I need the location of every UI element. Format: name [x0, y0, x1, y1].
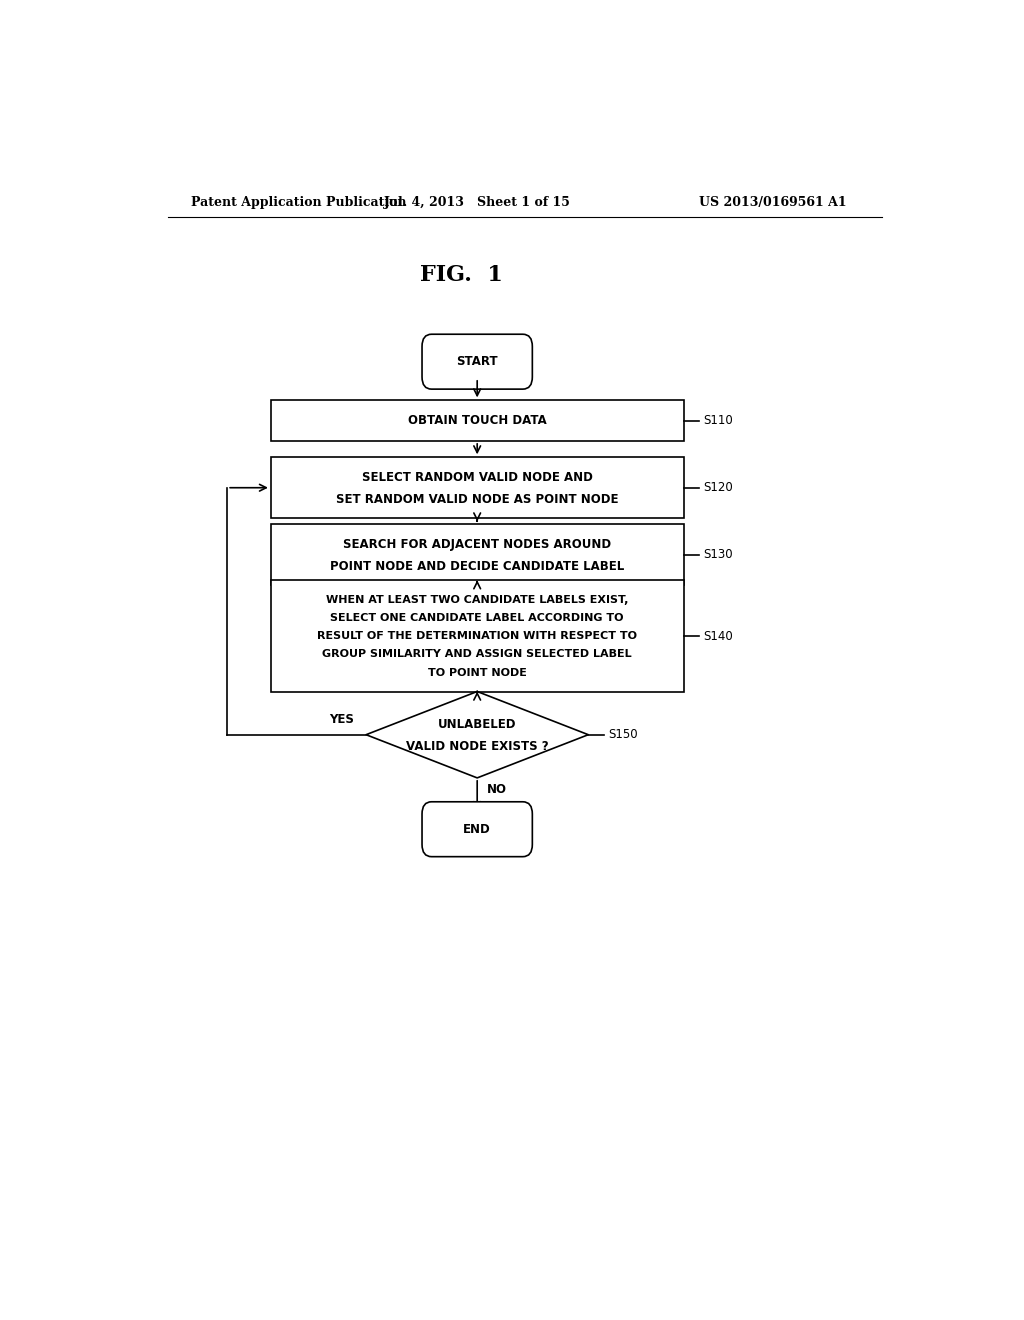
Text: S150: S150 — [608, 729, 638, 742]
FancyBboxPatch shape — [422, 334, 532, 389]
Text: Patent Application Publication: Patent Application Publication — [191, 195, 407, 209]
Text: SELECT RANDOM VALID NODE AND: SELECT RANDOM VALID NODE AND — [361, 471, 593, 484]
FancyBboxPatch shape — [270, 457, 684, 519]
Text: NO: NO — [486, 783, 507, 796]
Text: S120: S120 — [703, 482, 733, 494]
Text: SEARCH FOR ADJACENT NODES AROUND: SEARCH FOR ADJACENT NODES AROUND — [343, 539, 611, 552]
Text: UNLABELED: UNLABELED — [438, 718, 516, 731]
Text: VALID NODE EXISTS ?: VALID NODE EXISTS ? — [406, 741, 549, 754]
Text: GROUP SIMILARITY AND ASSIGN SELECTED LABEL: GROUP SIMILARITY AND ASSIGN SELECTED LAB… — [323, 649, 632, 660]
Text: WHEN AT LEAST TWO CANDIDATE LABELS EXIST,: WHEN AT LEAST TWO CANDIDATE LABELS EXIST… — [326, 594, 629, 605]
Text: S110: S110 — [703, 414, 733, 428]
Text: START: START — [457, 355, 498, 368]
Text: YES: YES — [330, 713, 354, 726]
Text: END: END — [463, 822, 492, 836]
FancyBboxPatch shape — [270, 581, 684, 692]
Text: RESULT OF THE DETERMINATION WITH RESPECT TO: RESULT OF THE DETERMINATION WITH RESPECT… — [317, 631, 637, 642]
Text: SET RANDOM VALID NODE AS POINT NODE: SET RANDOM VALID NODE AS POINT NODE — [336, 494, 618, 507]
Text: FIG.  1: FIG. 1 — [420, 264, 503, 286]
FancyBboxPatch shape — [270, 400, 684, 441]
FancyBboxPatch shape — [270, 524, 684, 585]
Text: TO POINT NODE: TO POINT NODE — [428, 668, 526, 677]
Text: POINT NODE AND DECIDE CANDIDATE LABEL: POINT NODE AND DECIDE CANDIDATE LABEL — [330, 561, 625, 573]
Text: OBTAIN TOUCH DATA: OBTAIN TOUCH DATA — [408, 414, 547, 428]
Text: SELECT ONE CANDIDATE LABEL ACCORDING TO: SELECT ONE CANDIDATE LABEL ACCORDING TO — [331, 612, 624, 623]
Text: S140: S140 — [703, 630, 733, 643]
Text: Jul. 4, 2013   Sheet 1 of 15: Jul. 4, 2013 Sheet 1 of 15 — [384, 195, 570, 209]
Text: US 2013/0169561 A1: US 2013/0169561 A1 — [699, 195, 847, 209]
FancyBboxPatch shape — [422, 801, 532, 857]
Text: S130: S130 — [703, 548, 733, 561]
